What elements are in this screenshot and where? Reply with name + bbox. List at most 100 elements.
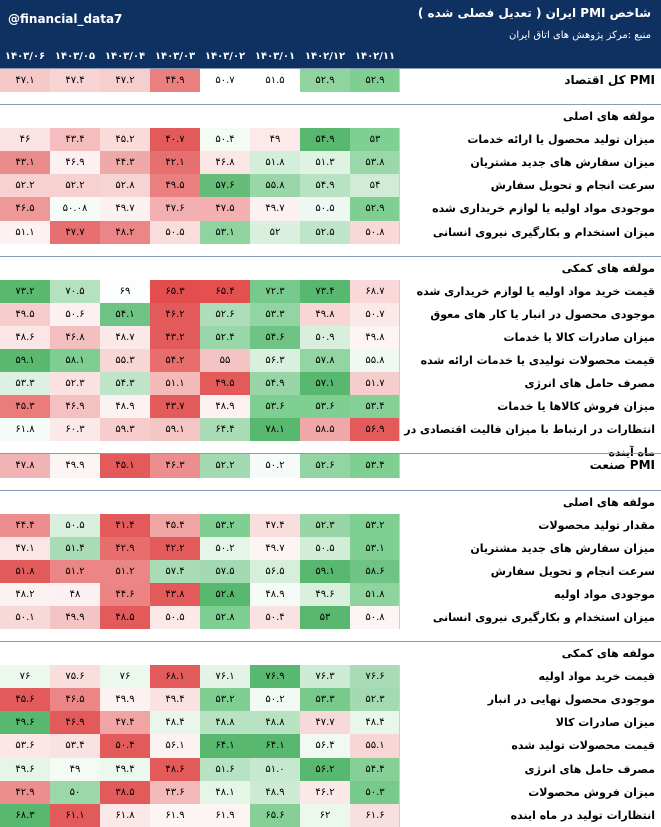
value-cell: ۵۴ xyxy=(350,174,400,198)
value-cell: ۵۱.۲ xyxy=(100,559,150,583)
date-header: ۱۴۰۳/۰۲ xyxy=(204,51,246,62)
value-cell: ۵۰.۷ xyxy=(200,69,250,93)
value-cell: ۴۶.۳ xyxy=(150,454,200,478)
value-cell: ۴۹.۸ xyxy=(300,302,350,326)
value-cell: ۵۲.۸ xyxy=(200,582,250,606)
value-cell: ۴۵.۴ xyxy=(150,513,200,537)
table-row: ۵۱.۸ ۵۱.۲ ۵۱.۲ ۵۷.۴ ۵۷.۵ ۵۶.۵ ۵۹.۱ ۵۸.۶ سرعت انج… xyxy=(0,559,661,583)
value-cell: ۴۸.۹ xyxy=(250,780,300,804)
value-cell: ۵۱.۵ xyxy=(250,69,300,93)
column-divider xyxy=(399,688,400,712)
value-cell: ۵۳.۲ xyxy=(200,513,250,537)
value-cell: ۴۳.۸ xyxy=(150,582,200,606)
value-cell: ۷۳.۲ xyxy=(0,279,50,303)
value-cell: ۵۳.۳ xyxy=(250,302,300,326)
row-label: انتظارات در ارتباط با میزان فالیت اقتصاد… xyxy=(404,423,655,460)
value-cell: ۴۹ xyxy=(50,757,100,781)
value-cell: ۵۹.۱ xyxy=(150,418,200,442)
value-cell: ۴۷.۸ xyxy=(0,454,50,478)
date-header: ۱۴۰۳/۰۱ xyxy=(254,51,296,62)
value-cell: ۴۶.۵ xyxy=(50,688,100,712)
value-cell: ۴۰.۷ xyxy=(150,128,200,152)
value-cell: ۴۷.۱ xyxy=(0,69,50,93)
value-cell: ۵۰.۸ xyxy=(350,605,400,630)
value-cell: ۵۱.۶ xyxy=(200,757,250,781)
value-cell: ۵۰.۰۸ xyxy=(50,197,100,221)
table-row: ۵۳.۶ ۵۳.۴ ۵۰.۴ ۵۶.۱ ۶۴.۱ ۶۴.۱ ۵۶.۴ ۵۵.۱ قیمت محص… xyxy=(0,734,661,758)
table-row: ۴۵.۶ ۴۶.۵ ۴۹.۹ ۴۹.۴ ۵۳.۲ ۵۰.۲ ۵۳.۳ ۵۲.۳ موجودی م… xyxy=(0,688,661,712)
value-cell: ۵۲.۲ xyxy=(0,174,50,198)
column-divider xyxy=(399,605,400,630)
value-cell: ۵۲.۹ xyxy=(350,69,400,93)
value-cell: ۵۰.۴ xyxy=(250,605,300,630)
value-cell: ۴۹.۵ xyxy=(200,372,250,396)
table-row: ۴۵.۳ ۴۶.۹ ۴۸.۹ ۴۳.۷ ۴۸.۹ ۵۳.۶ ۵۳.۶ ۵۳.۴ میزان فر… xyxy=(0,395,661,419)
table-row: ۶۸.۳ ۶۱.۱ ۶۱.۸ ۶۱.۹ ۶۱.۹ ۶۵.۶ ۶۲ ۶۱.۶ انتظارات ت… xyxy=(0,803,661,827)
section-header-row: مولفه های اصلی xyxy=(0,489,661,514)
value-cell: ۵۲.۳ xyxy=(350,688,400,712)
column-divider xyxy=(399,757,400,781)
value-cell: ۷۶.۶ xyxy=(350,665,400,689)
value-cell: ۵۰.۴ xyxy=(200,128,250,152)
value-cell: ۵۱.۱ xyxy=(150,372,200,396)
value-cell: ۶۸.۱ xyxy=(150,665,200,689)
pmi-summary-label: PMI کل اقتصاد xyxy=(564,73,655,87)
value-cell: ۶۱.۶ xyxy=(350,803,400,827)
value-cell: ۴۹.۹ xyxy=(50,605,100,630)
row-label: سرعت انجام و تحویل سفارش xyxy=(490,179,655,193)
table-row: ۴۹.۶ ۴۹ ۴۹.۴ ۴۸.۶ ۵۱.۶ ۵۱.۰ ۵۶.۲ ۵۴.۴ مصرف حامل … xyxy=(0,757,661,781)
value-cell: ۵۱.۰ xyxy=(250,757,300,781)
value-cell: ۴۹.۷ xyxy=(100,197,150,221)
value-cell: ۵۸.۱ xyxy=(50,349,100,373)
value-cell: ۴۹.۴ xyxy=(100,757,150,781)
section-header-label: مولفه های کمکی xyxy=(561,647,655,661)
column-divider xyxy=(399,559,400,583)
column-divider xyxy=(399,197,400,221)
column-divider xyxy=(399,780,400,804)
column-divider xyxy=(399,665,400,689)
row-label: میزان تولید محصول یا ارائه خدمات xyxy=(467,133,655,147)
row-label: میزان استخدام و بکارگیری نیروی انسانی xyxy=(432,225,655,239)
value-cell: ۴۸.۶ xyxy=(0,325,50,350)
value-cell: ۵۰.۶ xyxy=(50,302,100,326)
value-cell: ۵۸.۶ xyxy=(350,559,400,583)
value-cell: ۴۸.۹ xyxy=(200,395,250,419)
date-header: ۱۴۰۲/۱۲ xyxy=(304,51,346,62)
value-cell: ۵۴.۳ xyxy=(100,372,150,396)
column-divider xyxy=(399,372,400,396)
value-cell: ۴۲.۲ xyxy=(150,536,200,560)
value-cell: ۴۲.۱ xyxy=(150,151,200,175)
value-cell: ۵۳.۴ xyxy=(50,734,100,758)
channel-handle: @financial_data7 xyxy=(8,12,123,26)
column-divider xyxy=(399,418,400,442)
column-divider xyxy=(399,734,400,758)
value-cell: ۵۱.۳ xyxy=(300,151,350,175)
date-header: ۱۴۰۳/۰۴ xyxy=(104,51,146,62)
row-label: قیمت محصولات تولید شده xyxy=(511,739,655,753)
table-row: ۵۳.۳ ۵۲.۳ ۵۴.۳ ۵۱.۱ ۴۹.۵ ۵۴.۹ ۵۷.۱ ۵۱.۷ مصرف حام… xyxy=(0,372,661,396)
value-cell: ۵۳.۲ xyxy=(350,513,400,537)
value-cell: ۵۲.۳ xyxy=(300,513,350,537)
table-row: ۵۹.۱ ۵۸.۱ ۵۵.۳ ۵۴.۲ ۵۵ ۵۶.۳ ۵۷.۸ ۵۵.۸ قیمت محصول… xyxy=(0,349,661,373)
value-cell: ۵۰.۵ xyxy=(150,605,200,630)
value-cell: ۵۴.۶ xyxy=(250,325,300,350)
value-cell: ۵۳.۲ xyxy=(200,688,250,712)
row-label: قیمت خرید مواد اولیه یا لوازم خریداری شد… xyxy=(416,284,655,298)
value-cell: ۴۸.۹ xyxy=(250,582,300,606)
section-header-label: مولفه های اصلی xyxy=(563,495,655,509)
section-header-row: مولفه های اصلی xyxy=(0,104,661,128)
value-cell: ۴۹.۵ xyxy=(0,302,50,326)
value-cell: ۵۰.۵ xyxy=(300,536,350,560)
value-cell: ۴۶.۹ xyxy=(50,395,100,419)
row-label: موجودی محصول نهایی در انبار xyxy=(487,693,655,707)
column-divider xyxy=(399,151,400,175)
value-cell: ۵۰.۲ xyxy=(250,688,300,712)
table-row: ۴۴.۴ ۵۰.۵ ۴۱.۴ ۴۵.۴ ۵۳.۲ ۴۷.۴ ۵۲.۳ ۵۳.۲ مقدار تو… xyxy=(0,513,661,537)
section-gap xyxy=(0,629,661,641)
table-row: ۷۶ ۷۵.۶ ۷۶ ۶۸.۱ ۷۶.۱ ۷۶.۹ ۷۶.۳ ۷۶.۶ قیمت خرید مو… xyxy=(0,665,661,689)
row-label: میزان سفارش های جدید مشتریان xyxy=(470,541,655,555)
table-row: ۴۸.۶ ۴۶.۸ ۴۸.۷ ۴۳.۲ ۵۲.۴ ۵۴.۶ ۵۰.۹ ۴۹.۸ میزان صا… xyxy=(0,325,661,350)
value-cell: ۶۵.۳ xyxy=(150,279,200,303)
row-label: میزان سفارش های جدید مشتریان xyxy=(470,156,655,170)
value-cell: ۵۲.۲ xyxy=(200,454,250,478)
